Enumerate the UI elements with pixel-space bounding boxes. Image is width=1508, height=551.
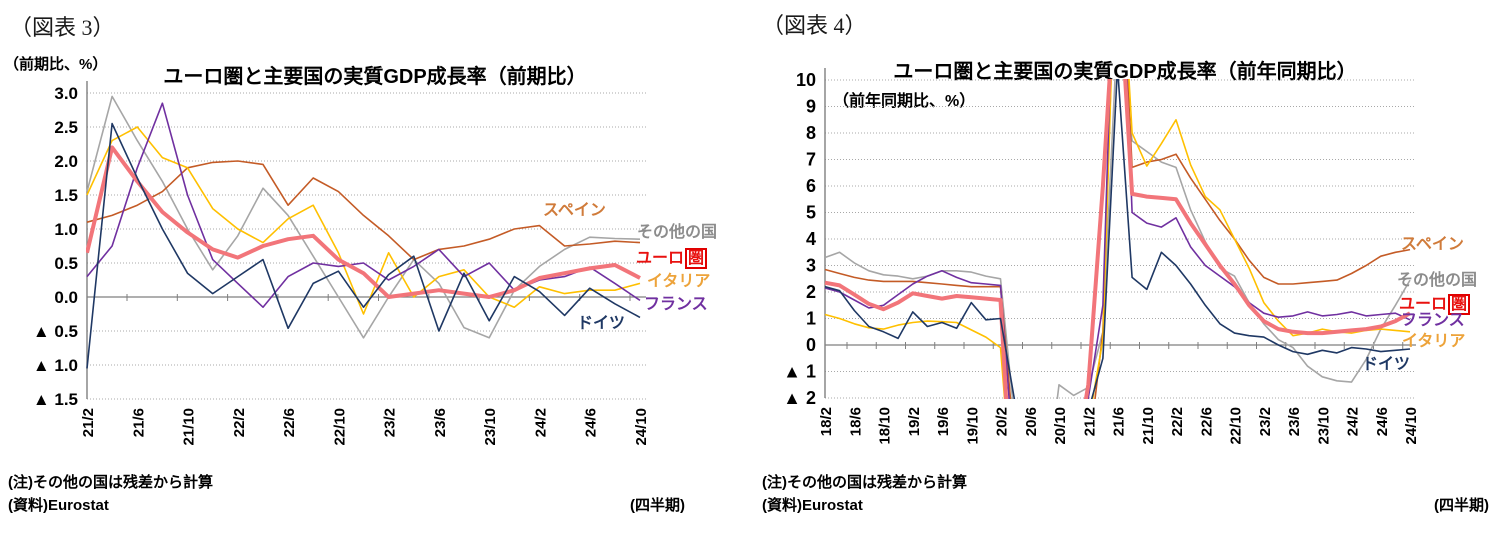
y-tick-label: 2.0 — [54, 152, 78, 171]
x-tick-label: 21/2 — [80, 408, 97, 437]
figure3-note: (注)その他の国は残差から計算 — [8, 474, 213, 491]
figure4-axis-unit: （前年同期比、%） — [833, 93, 976, 110]
x-tick-label: 23/2 — [382, 408, 399, 437]
figure3-plot: 3.0 2.5 2.0 1.5 1.0 0.5 0.0 ▲ 0.5 ▲ 1.0 ▲ 1.521/2… — [33, 81, 650, 446]
figure3-source: (資料)Eurostat — [8, 497, 109, 514]
figure3-x-caption: (四半期) — [630, 497, 685, 514]
figure3-title: ユーロ圏と主要国の実質GDP成長率（前期比） — [163, 66, 587, 88]
chart-line-スペイン — [824, 79, 1411, 399]
legend-label-その他の国: その他の国 — [1397, 272, 1478, 289]
x-tick-label: 24/10 — [633, 408, 650, 446]
chart-line-ユーロ圏 — [86, 145, 641, 299]
x-tick-label: 20/6 — [1023, 407, 1040, 436]
x-tick-label: 24/10 — [1403, 407, 1420, 445]
x-tick-label: 19/10 — [964, 407, 981, 445]
x-tick-label: 22/2 — [1169, 407, 1186, 436]
legend-label-スペイン: スペイン — [543, 202, 606, 219]
legend-label-ユーロ圏: ユーロ圏 — [636, 248, 708, 269]
chart-line-フランス — [824, 79, 1411, 399]
y-tick-label: 3.0 — [54, 84, 78, 103]
y-tick-label: 8 — [806, 123, 816, 143]
legend-boxed-char: 圏 — [1448, 294, 1471, 315]
legend-label-ドイツ: ドイツ — [577, 315, 626, 332]
y-tick-label: 9 — [806, 97, 816, 117]
x-tick-label: 21/6 — [1111, 407, 1128, 436]
x-tick-label: 23/10 — [482, 408, 499, 446]
x-tick-label: 23/10 — [1315, 407, 1332, 445]
x-tick-label: 24/2 — [1345, 407, 1362, 436]
y-tick-label: 1.0 — [54, 220, 78, 239]
legend-label-イタリア: イタリア — [647, 273, 711, 290]
x-tick-label: 24/6 — [1374, 407, 1391, 436]
chart-line-ドイツ — [86, 122, 641, 369]
x-tick-label: 21/10 — [181, 408, 198, 446]
x-tick-label: 20/10 — [1052, 407, 1069, 445]
x-tick-label: 23/2 — [1257, 407, 1274, 436]
chart-line-ドイツ — [824, 79, 1411, 399]
figure4-note: (注)その他の国は残差から計算 — [762, 474, 967, 491]
figure4-title: ユーロ圏と主要国の実質GDP成長率（前年同期比） — [893, 61, 1357, 83]
legend-label-ドイツ: ドイツ — [1362, 356, 1411, 373]
figure3-axis-unit: （前期比、%） — [4, 56, 108, 73]
legend-label-イタリア: イタリア — [1402, 333, 1466, 350]
legend-label-フランス: フランス — [644, 296, 708, 313]
legend-label-フランス: フランス — [1401, 312, 1465, 329]
x-tick-label: 22/6 — [1198, 407, 1215, 436]
x-tick-label: 19/6 — [935, 407, 952, 436]
x-tick-label: 18/6 — [847, 407, 864, 436]
y-tick-label: 2 — [806, 282, 816, 302]
chart-line-その他の国 — [86, 95, 641, 339]
x-tick-label: 24/2 — [532, 408, 549, 437]
y-tick-label: 0.0 — [54, 288, 78, 307]
x-tick-label: 18/2 — [818, 407, 835, 436]
y-tick-label: 4 — [806, 229, 816, 249]
y-tick-label: ▲ 1 — [783, 362, 816, 382]
chart-line-フランス — [86, 102, 641, 308]
y-tick-label: 0 — [806, 335, 816, 355]
x-tick-label: 24/6 — [583, 408, 600, 437]
x-tick-label: 23/6 — [432, 408, 449, 437]
legend-boxed-char: 圏 — [685, 248, 708, 269]
y-tick-label: 1.5 — [54, 186, 78, 205]
chart-line-スペイン — [86, 160, 641, 261]
y-tick-label: 10 — [796, 70, 816, 90]
y-tick-label: 5 — [806, 203, 816, 223]
x-tick-label: 20/2 — [994, 407, 1011, 436]
x-tick-label: 22/2 — [231, 408, 248, 437]
x-tick-label: 21/6 — [130, 408, 147, 437]
x-tick-label: 21/10 — [1140, 407, 1157, 445]
x-tick-label: 19/2 — [906, 407, 923, 436]
legend-label-その他の国: その他の国 — [637, 224, 718, 241]
y-tick-label: 6 — [806, 176, 816, 196]
y-tick-label: ▲ 1.5 — [33, 390, 78, 409]
chart-line-ユーロ圏 — [824, 79, 1411, 399]
x-tick-label: 22/10 — [1228, 407, 1245, 445]
chart-line-その他の国 — [824, 79, 1411, 399]
x-tick-label: 18/10 — [877, 407, 894, 445]
y-tick-label: 0.5 — [54, 254, 78, 273]
y-tick-label: 2.5 — [54, 118, 78, 137]
y-tick-label: 7 — [806, 150, 816, 170]
y-tick-label: 1 — [806, 309, 816, 329]
figure4-source: (資料)Eurostat — [762, 497, 863, 514]
x-tick-label: 22/10 — [331, 408, 348, 446]
figure4-tag: （図表 4） — [762, 13, 867, 38]
y-tick-label: 3 — [806, 256, 816, 276]
y-tick-label: ▲ 1.0 — [33, 356, 78, 375]
figure3-tag: （図表 3） — [10, 15, 115, 40]
legend-label-ユーロ圏: ユーロ圏 — [1399, 294, 1471, 315]
y-tick-label: ▲ 2 — [783, 388, 816, 408]
y-tick-label: ▲ 0.5 — [33, 322, 78, 341]
x-tick-label: 23/6 — [1286, 407, 1303, 436]
x-tick-label: 21/2 — [1081, 407, 1098, 436]
legend-label-スペイン: スペイン — [1401, 236, 1464, 253]
x-tick-label: 22/6 — [281, 408, 298, 437]
figure4-x-caption: (四半期) — [1434, 497, 1489, 514]
